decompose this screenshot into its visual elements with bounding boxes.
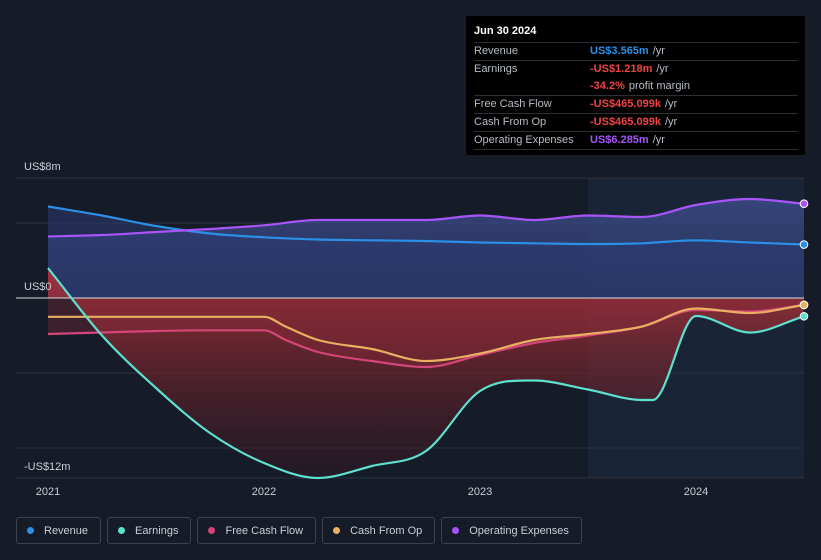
y-label-zero: US$0 <box>24 281 52 293</box>
earnings-line <box>47 267 805 480</box>
tooltip-row-operating-expenses: Operating Expenses US$6.285m /yr <box>474 131 798 149</box>
tooltip-value: -US$465.099k <box>590 98 661 110</box>
y-label-top: US$8m <box>24 161 61 173</box>
tooltip-unit: /yr <box>664 98 678 110</box>
tooltip-value: -34.2% <box>590 80 625 92</box>
tooltip-value: -US$465.099k <box>590 116 661 128</box>
tooltip-value: US$6.285m <box>590 134 649 146</box>
tooltip-value: -US$1.218m <box>590 63 653 75</box>
tooltip-row-profit-margin: -34.2% profit margin <box>474 78 798 95</box>
tooltip-row-cash-from-op: Cash From Op -US$465.099k /yr <box>474 113 798 131</box>
revenue-area <box>48 206 804 298</box>
legend-item-free-cash-flow[interactable]: Free Cash Flow <box>197 517 317 544</box>
tooltip-unit: /yr <box>664 116 678 128</box>
opex-end-dot <box>799 199 809 209</box>
tooltip-row-earnings: Earnings -US$1.218m /yr <box>474 60 798 78</box>
fcf-area <box>48 298 804 367</box>
series-lines <box>47 197 805 480</box>
x-tick-label: 2023 <box>468 486 492 498</box>
earnings-area <box>48 268 804 478</box>
tooltip-label: Cash From Op <box>474 116 547 128</box>
tooltip-unit: profit margin <box>628 80 690 92</box>
tooltip-label: Revenue <box>474 45 519 57</box>
tooltip-row-revenue: Revenue US$3.565m /yr <box>474 42 798 60</box>
tooltip-label: Earnings <box>474 63 518 75</box>
tooltip-label: Free Cash Flow <box>474 98 552 110</box>
legend-dot-icon <box>333 527 341 534</box>
legend-dot-icon <box>208 527 216 534</box>
tooltip-label: Operating Expenses <box>474 134 574 146</box>
cfo-line <box>48 303 805 363</box>
tooltip-divider <box>474 149 798 150</box>
tooltip-value: US$3.565m <box>590 45 649 57</box>
tooltip-row-free-cash-flow: Free Cash Flow -US$465.099k /yr <box>474 95 798 113</box>
series-end-dots <box>799 199 809 321</box>
earnings-end-dot <box>799 311 809 321</box>
tooltip-unit: /yr <box>652 45 665 57</box>
x-axis-ticks: 2021 2022 2023 2024 <box>36 486 708 498</box>
area-fills <box>48 199 804 478</box>
tooltip-panel: Jun 30 2024 Revenue US$3.565m /yr Earnin… <box>466 16 805 155</box>
x-tick-label: 2022 <box>252 486 276 498</box>
tooltip-unit: /yr <box>652 134 665 146</box>
legend: Revenue Earnings Free Cash Flow Cash Fro… <box>16 517 582 544</box>
legend-item-operating-expenses[interactable]: Operating Expenses <box>441 517 582 544</box>
revenue-line <box>47 205 805 246</box>
legend-label: Free Cash Flow <box>225 524 304 537</box>
x-tick-label: 2024 <box>684 486 708 498</box>
tooltip-unit: /yr <box>656 63 669 75</box>
y-label-bottom: -US$12m <box>24 461 70 473</box>
legend-item-earnings[interactable]: Earnings <box>107 517 192 544</box>
revenue-end-dot <box>799 240 809 249</box>
tooltip-date: Jun 30 2024 <box>474 25 537 37</box>
legend-label: Revenue <box>44 524 89 537</box>
legend-item-cash-from-op[interactable]: Cash From Op <box>322 517 436 544</box>
cfo-end-dot <box>799 300 809 310</box>
legend-label: Operating Expenses <box>469 524 569 537</box>
legend-item-revenue[interactable]: Revenue <box>16 517 102 544</box>
x-tick-label: 2021 <box>36 486 60 498</box>
legend-label: Earnings <box>135 524 179 537</box>
tooltip-label <box>474 78 590 95</box>
legend-label: Cash From Op <box>350 524 423 537</box>
opex-line <box>47 197 805 238</box>
legend-dot-icon <box>118 527 126 534</box>
legend-dot-icon <box>27 527 34 534</box>
legend-dot-icon <box>452 527 460 534</box>
